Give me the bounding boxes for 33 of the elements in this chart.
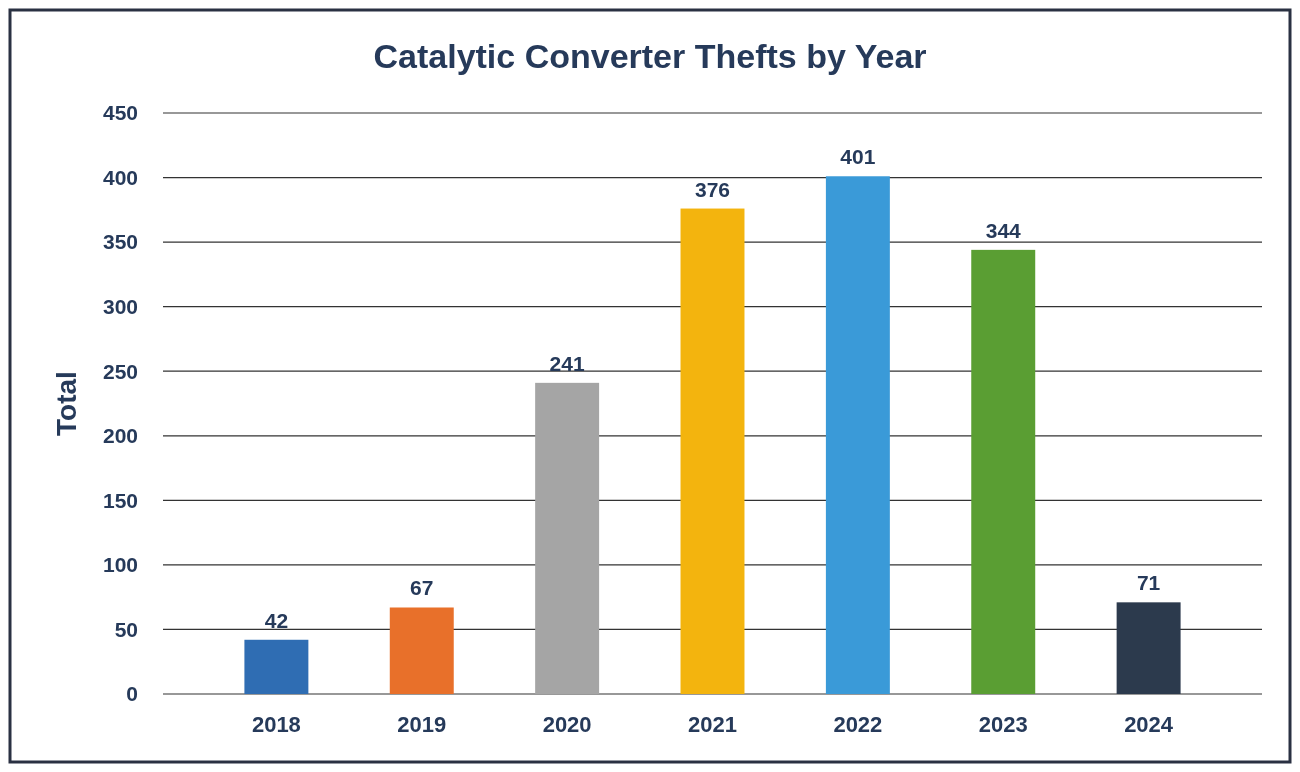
bar [971, 249, 1036, 694]
chart-title: Catalytic Converter Thefts by Year [373, 37, 927, 75]
y-tick-label: 150 [102, 488, 138, 512]
data-label: 42 [264, 608, 289, 632]
bar [244, 639, 309, 694]
x-tick-label: 2020 [542, 712, 592, 737]
x-tick-label: 2019 [397, 712, 447, 737]
x-tick-label: 2022 [833, 712, 883, 737]
data-label: 241 [549, 351, 585, 375]
y-tick-label: 50 [114, 617, 138, 641]
y-tick-label: 250 [102, 359, 138, 383]
bar [389, 607, 454, 694]
y-tick-label: 400 [102, 165, 138, 189]
data-label: 344 [985, 218, 1022, 242]
data-label: 401 [840, 145, 876, 169]
data-label: 71 [1136, 571, 1161, 595]
bar [1116, 602, 1181, 694]
bar [680, 208, 745, 694]
x-tick-label: 2018 [251, 712, 301, 737]
y-tick-label: 450 [102, 101, 138, 125]
x-tick-label: 2023 [978, 712, 1028, 737]
y-tick-label: 300 [102, 295, 138, 319]
data-label: 67 [410, 576, 434, 600]
bar [535, 382, 600, 694]
y-tick-label: 350 [102, 230, 138, 254]
y-tick-label: 200 [102, 424, 138, 448]
y-tick-label: 100 [102, 553, 138, 577]
y-tick-label: 0 [126, 682, 138, 706]
x-tick-label: 2024 [1124, 712, 1174, 737]
bar [825, 176, 890, 694]
y-axis-title: Total [51, 371, 82, 436]
data-label: 376 [694, 177, 731, 201]
x-tick-label: 2021 [688, 712, 737, 737]
